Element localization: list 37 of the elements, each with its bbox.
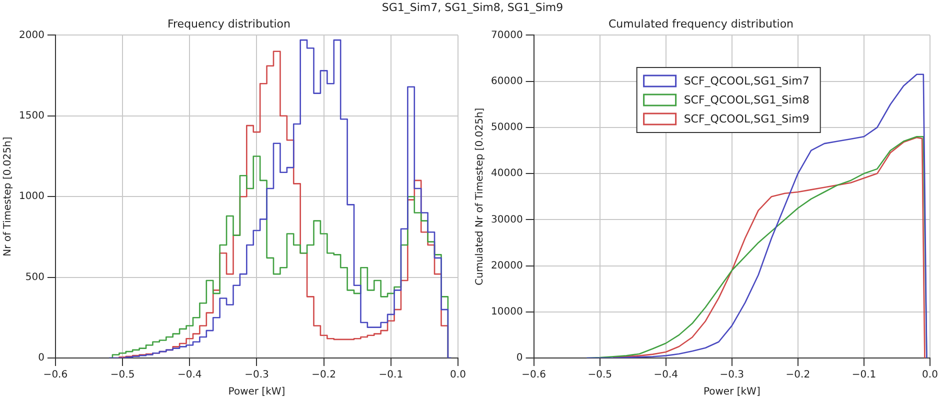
text: SG1_Sim7, SG1_Sim8, SG1_Sim9 (382, 1, 564, 14)
y-tick-label: 10000 (491, 306, 523, 318)
y-tick-label: 60000 (491, 76, 523, 87)
x-axis-title: Power [kW] (703, 386, 760, 398)
x-tick-label: −0.6 (43, 370, 68, 381)
x-tick-label: −0.5 (110, 370, 135, 381)
x-tick-label: −0.6 (522, 370, 546, 381)
x-tick-label: −0.4 (177, 370, 202, 381)
legend-label: SCF_QCOOL,SG1_Sim9 (684, 112, 810, 126)
y-tick-label: 50000 (491, 122, 523, 134)
x-tick-label: −0.1 (378, 370, 404, 381)
y-axis-title: Nr of Timestep [0.025h] (2, 136, 14, 256)
y-tick-label: 40000 (491, 168, 523, 180)
x-tick-label: −0.3 (720, 370, 744, 381)
y-tick-label: 1000 (18, 191, 44, 202)
x-tick-label: −0.4 (654, 370, 678, 381)
x-tick-label: −0.1 (852, 370, 876, 381)
x-tick-label: 0.0 (922, 370, 938, 381)
y-tick-label: 30000 (491, 214, 523, 226)
y-axis-title: Cumulated Nr of Timestep [0.025h] (474, 108, 486, 286)
y-tick-label: 2000 (18, 30, 44, 41)
x-tick-label: −0.5 (588, 370, 612, 381)
x-tick-label: 0.0 (450, 370, 466, 381)
y-tick-label: 1500 (18, 110, 44, 122)
y-tick-label: 0 (38, 352, 44, 364)
x-axis-title: Power [kW] (228, 386, 286, 398)
x-tick-label: −0.2 (786, 370, 810, 381)
x-tick-label: −0.3 (244, 370, 269, 381)
y-tick-label: 70000 (491, 30, 523, 41)
y-tick-label: 500 (25, 272, 44, 283)
legend-label: SCF_QCOOL,SG1_Sim8 (684, 93, 810, 106)
chart-title: Frequency distribution (167, 17, 291, 30)
y-tick-label: 0 (516, 352, 523, 364)
chart-title: Cumulated frequency distribution (608, 17, 794, 30)
x-tick-label: −0.2 (312, 370, 336, 381)
y-tick-label: 20000 (491, 260, 523, 272)
legend-label: SCF_QCOOL,SG1_Sim7 (684, 74, 810, 88)
